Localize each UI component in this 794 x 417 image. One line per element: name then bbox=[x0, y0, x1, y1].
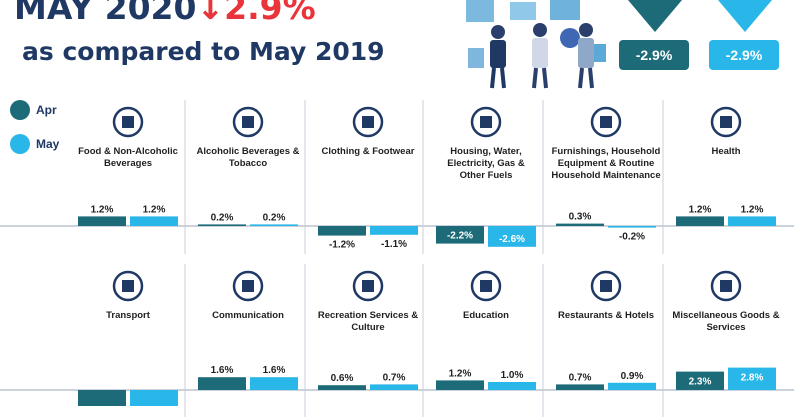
value-label-may: -2.6% bbox=[499, 234, 525, 245]
wine-bottle-icon bbox=[232, 106, 264, 138]
category-label: Alcoholic Beverages & Tobacco bbox=[197, 146, 300, 169]
value-label-apr: 1.2% bbox=[91, 204, 114, 215]
apr-swatch bbox=[10, 100, 30, 120]
theatre-masks-icon bbox=[352, 270, 384, 302]
category-label: Transport bbox=[106, 310, 151, 321]
chart: Food & Non-Alcoholic Beverages 1.2% 1.2% Alc… bbox=[0, 100, 794, 417]
house-icon bbox=[470, 106, 502, 138]
value-label-may: 0.9% bbox=[621, 371, 644, 382]
value-label-may: -0.2% bbox=[619, 232, 645, 243]
bar-may bbox=[130, 216, 178, 226]
value-label-may: 1.0% bbox=[501, 370, 524, 381]
header: MAY 2020↓2.9% as compared to May 2019 -2… bbox=[0, 0, 794, 94]
bar-may bbox=[250, 224, 298, 226]
bar-apr bbox=[556, 223, 604, 226]
category-label: Furnishings, Household Equipment & Routin… bbox=[551, 146, 660, 181]
legend-label-apr: Apr bbox=[36, 103, 57, 117]
value-label-may: 1.2% bbox=[143, 204, 166, 215]
bar-apr bbox=[78, 390, 126, 406]
page-title: MAY 2020↓2.9% bbox=[14, 0, 316, 27]
car-plane-icon bbox=[112, 270, 144, 302]
title-prefix: MAY 2020 bbox=[14, 0, 197, 27]
bar-may bbox=[728, 216, 776, 226]
bar-apr bbox=[676, 216, 724, 226]
bar-may bbox=[130, 390, 178, 406]
legend-label-may: May bbox=[36, 137, 60, 151]
value-label-may: 0.7% bbox=[383, 372, 406, 383]
may-overall-change: -2.9% bbox=[709, 40, 779, 70]
bar-may bbox=[370, 384, 418, 390]
food-icon bbox=[112, 106, 144, 138]
value-label-apr: 1.2% bbox=[689, 204, 712, 215]
legend: Apr May bbox=[10, 100, 59, 168]
misc-goods-icon bbox=[710, 270, 742, 302]
value-label-may: 0.2% bbox=[263, 212, 286, 223]
bar-apr bbox=[676, 371, 724, 390]
value-label-apr: 0.7% bbox=[569, 372, 592, 383]
phone-icon bbox=[232, 270, 264, 302]
bar-apr bbox=[556, 384, 604, 390]
category-label: Clothing & Footwear bbox=[322, 146, 415, 157]
stethoscope-icon bbox=[710, 106, 742, 138]
restaurant-icon bbox=[590, 270, 622, 302]
may-triangle-icon bbox=[718, 0, 772, 32]
bar-apr bbox=[318, 385, 366, 390]
value-label-may: -1.1% bbox=[381, 239, 407, 250]
shirt-icon bbox=[352, 106, 384, 138]
category-label: Health bbox=[711, 146, 740, 157]
bar-may bbox=[728, 367, 776, 390]
legend-item-apr: Apr bbox=[10, 100, 59, 120]
graduation-cap-icon bbox=[470, 270, 502, 302]
shoppers-illustration bbox=[466, 0, 606, 89]
value-label-apr: 0.6% bbox=[331, 373, 354, 384]
apr-triangle-icon bbox=[628, 0, 682, 32]
value-label-apr: 0.2% bbox=[211, 212, 234, 223]
value-label-apr: -2.2% bbox=[447, 231, 473, 242]
value-label-may: 1.6% bbox=[263, 365, 286, 376]
category-label: Communication bbox=[212, 310, 284, 321]
value-label-apr: 1.6% bbox=[211, 365, 234, 376]
category-label: Recreation Services & Culture bbox=[318, 310, 418, 333]
bar-may bbox=[608, 226, 656, 228]
bar-apr bbox=[436, 380, 484, 390]
category-label: Restaurants & Hotels bbox=[558, 310, 654, 321]
bar-apr bbox=[78, 216, 126, 226]
value-label-may: 2.8% bbox=[741, 373, 764, 384]
page-subtitle: as compared to May 2019 bbox=[22, 37, 385, 66]
category-label: Education bbox=[463, 310, 509, 321]
value-label-may: 1.2% bbox=[741, 204, 764, 215]
legend-item-may: May bbox=[10, 134, 59, 154]
down-arrow-icon: ↓ bbox=[196, 0, 225, 27]
value-label-apr: 1.2% bbox=[449, 368, 472, 379]
title-change: 2.9% bbox=[224, 0, 316, 27]
may-swatch bbox=[10, 134, 30, 154]
bar-apr bbox=[198, 377, 246, 390]
bar-may bbox=[370, 226, 418, 235]
bar-may bbox=[608, 382, 656, 390]
apr-overall-change: -2.9% bbox=[619, 40, 689, 70]
bar-may bbox=[488, 382, 536, 390]
bar-apr bbox=[318, 226, 366, 236]
bar-apr bbox=[198, 224, 246, 226]
bar-may bbox=[250, 377, 298, 390]
armchair-icon bbox=[590, 106, 622, 138]
bar-apr bbox=[436, 226, 484, 244]
category-label: Housing, Water, Electricity, Gas & Other F… bbox=[447, 146, 525, 181]
value-label-apr: 0.3% bbox=[569, 212, 592, 223]
category-label: Miscellaneous Goods & Services bbox=[672, 310, 779, 333]
value-label-apr: 2.3% bbox=[689, 377, 712, 388]
category-label: Food & Non-Alcoholic Beverages bbox=[78, 146, 178, 169]
value-label-apr: -1.2% bbox=[329, 240, 355, 251]
bar-may bbox=[488, 226, 536, 247]
